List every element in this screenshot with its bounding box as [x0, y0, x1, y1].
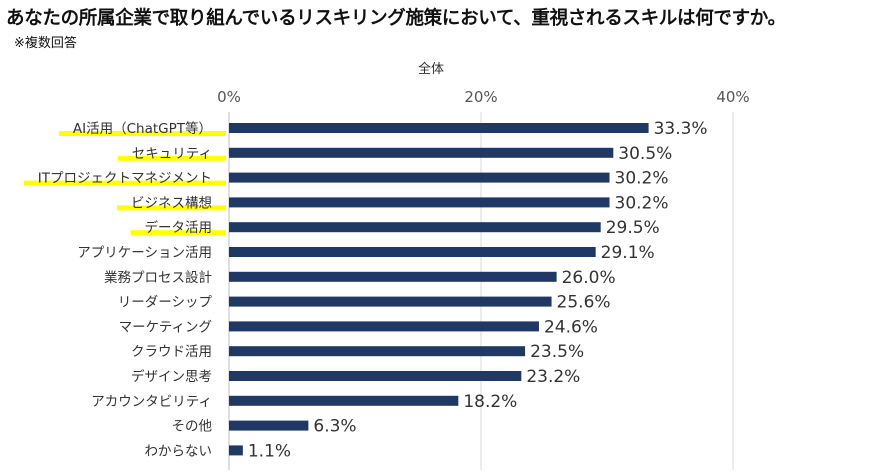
- category-label: その他: [172, 419, 213, 435]
- value-label: 18.2%: [463, 392, 517, 412]
- category-label: アカウンタビリティ: [91, 394, 212, 410]
- chart-note: ※複数回答: [14, 36, 77, 51]
- category-label: 業務プロセス設計: [104, 270, 212, 286]
- value-label: 25.6%: [557, 293, 611, 313]
- bar: [229, 147, 614, 158]
- value-label: 1.1%: [248, 441, 291, 461]
- category-label: ビジネス構想: [131, 195, 212, 211]
- bar: [229, 321, 539, 332]
- category-label: AI活用（ChatGPT等）: [73, 120, 212, 137]
- bar: [229, 222, 601, 233]
- value-label: 23.5%: [530, 342, 584, 362]
- bar: [229, 371, 522, 381]
- value-label: 6.3%: [313, 417, 356, 437]
- value-label: 24.6%: [544, 317, 598, 337]
- x-tick-label: 40%: [716, 88, 749, 106]
- bar: [229, 271, 557, 282]
- bar: [229, 395, 459, 406]
- chart-subtitle: 全体: [418, 61, 444, 77]
- category-label: リーダーシップ: [118, 295, 213, 311]
- bar: [229, 172, 610, 183]
- x-tick-label: 20%: [464, 88, 497, 106]
- bar: [229, 197, 610, 208]
- category-label: ITプロジェクトマネジメント: [38, 171, 212, 187]
- value-label: 29.5%: [606, 218, 660, 238]
- highlight-marker: [23, 180, 226, 186]
- highlight-marker: [58, 131, 226, 136]
- category-label: マーケティング: [119, 319, 212, 335]
- category-label: データ活用: [145, 219, 213, 236]
- x-tick-label: 0%: [217, 88, 241, 106]
- value-label: 33.3%: [654, 119, 708, 139]
- highlight-marker: [130, 230, 226, 236]
- category-label: アプリケーション活用: [77, 245, 212, 261]
- bar: [229, 346, 526, 357]
- highlight-marker: [117, 205, 226, 211]
- bar: [229, 445, 243, 456]
- value-label: 29.1%: [601, 243, 655, 263]
- highlight-marker: [117, 155, 226, 161]
- bar: [229, 296, 552, 307]
- category-label: セキュリティ: [132, 146, 212, 162]
- category-label: デザイン思考: [131, 368, 212, 385]
- bar: [229, 420, 309, 431]
- chart-title: あなたの所属企業で取り組んでいるリスキリング施策において、重視されるスキルは何で…: [6, 8, 786, 29]
- bar: [229, 123, 649, 133]
- value-label: 30.5%: [618, 144, 672, 164]
- category-label: クラウド活用: [131, 344, 212, 360]
- value-label: 30.2%: [615, 193, 669, 213]
- bar: [229, 247, 596, 257]
- category-label: わからない: [145, 443, 213, 459]
- value-label: 23.2%: [526, 367, 580, 387]
- value-label: 30.2%: [615, 169, 669, 189]
- value-label: 26.0%: [562, 268, 616, 288]
